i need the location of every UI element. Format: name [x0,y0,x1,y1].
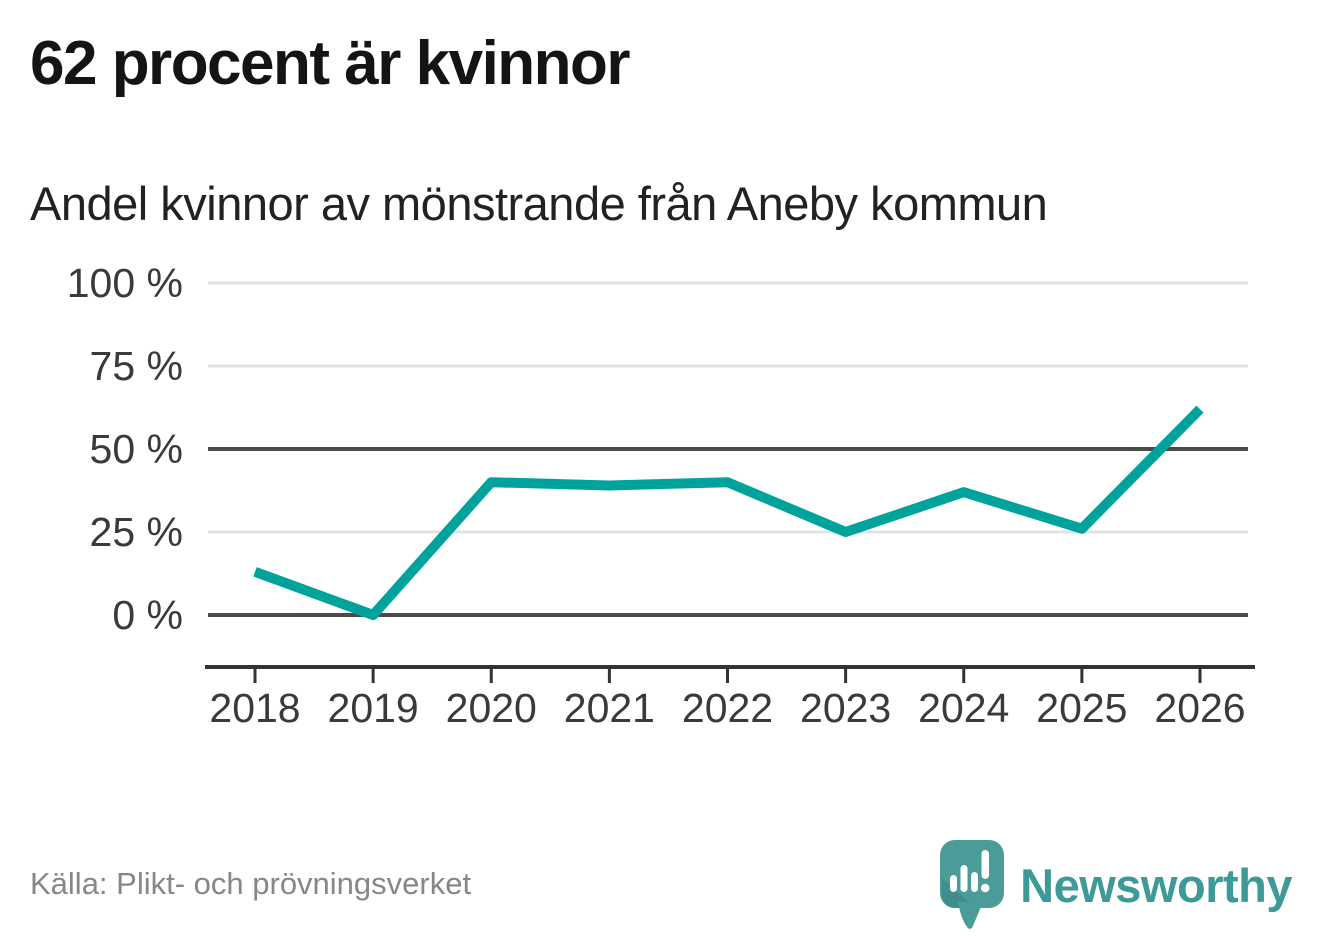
logo-bubble-tail [958,902,984,929]
logo-bar-3 [971,872,979,892]
chart-subtitle: Andel kvinnor av mönstrande från Aneby k… [30,177,1048,230]
x-tick-label: 2022 [682,685,773,731]
x-tick-label: 2026 [1154,685,1245,731]
newsworthy-wordmark: Newsworthy [1020,858,1292,912]
logo-exclamation-bar [981,850,990,879]
x-tick-label: 2019 [328,685,419,731]
logo-bar-2 [960,865,968,892]
newsworthy-speech-bubble-chart-icon [940,840,1005,929]
newsworthy-logo: Newsworthy [940,840,1292,930]
y-tick-label: 100 % [67,260,183,306]
source-caption: Källa: Plikt- och prövningsverket [30,866,472,901]
x-tick-label: 2021 [564,685,655,731]
x-tick-label: 2023 [800,685,891,731]
page-title: 62 procent är kvinnor [30,29,631,98]
x-tick-label: 2024 [918,685,1009,731]
y-tick-label: 25 % [90,509,183,555]
y-tick-label: 75 % [90,343,183,389]
y-tick-label: 0 % [112,592,183,638]
y-tick-label: 50 % [90,426,183,472]
line-chart: 0 % 25 % 50 % 75 % 100 % 2018 2019 2020 2021 2022… [67,260,1255,731]
x-tick-label: 2020 [446,685,537,731]
data-line-andel-kvinnor [253,405,1204,620]
logo-exclamation-dot [981,883,990,893]
logo-bar-1 [950,875,958,892]
x-tick-label: 2018 [209,685,300,731]
x-tick-label: 2025 [1036,685,1127,731]
